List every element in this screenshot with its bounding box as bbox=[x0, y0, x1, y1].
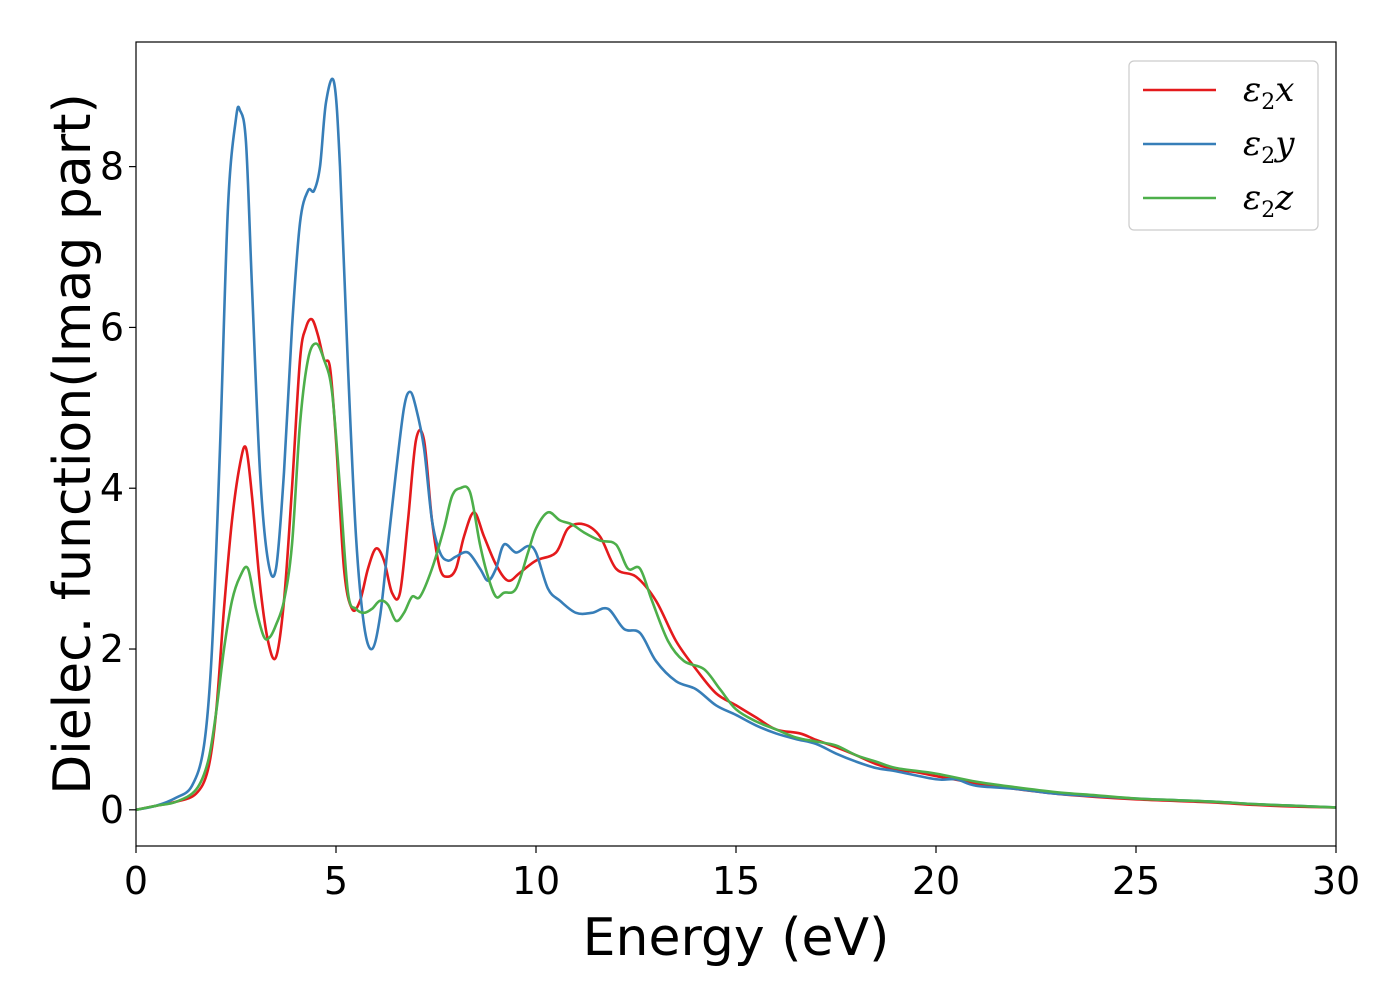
series-layer bbox=[136, 77, 1336, 812]
x-tick-label: 5 bbox=[324, 859, 348, 903]
y-axis-label: Dielec. function(Imag part) bbox=[43, 93, 103, 795]
x-tick-label: 25 bbox=[1112, 859, 1160, 903]
x-tick-label: 15 bbox=[712, 859, 760, 903]
ticks-layer: 0 5 10 15 20 25 30 0 2 4 6 8 bbox=[100, 145, 1360, 903]
x-tick-label: 20 bbox=[912, 859, 960, 903]
y-tick-label: 8 bbox=[100, 145, 124, 189]
series-line-z bbox=[136, 342, 1336, 812]
x-axis-label: Energy (eV) bbox=[583, 908, 890, 968]
y-tick-label: 0 bbox=[100, 788, 124, 832]
legend-entries: ε2x ε2y ε2z bbox=[1143, 70, 1295, 223]
legend-label-x: ε2x bbox=[1243, 70, 1294, 115]
legend-box bbox=[1128, 60, 1319, 231]
x-tick-label: 0 bbox=[124, 859, 148, 903]
y-tick-label: 6 bbox=[100, 305, 124, 349]
legend: ε2x ε2y ε2z bbox=[1128, 60, 1319, 231]
legend-label-y: ε2y bbox=[1243, 124, 1295, 169]
y-tick-label: 2 bbox=[100, 627, 124, 671]
legend-label-z: ε2z bbox=[1243, 178, 1294, 223]
y-tick-label: 4 bbox=[100, 466, 124, 510]
x-tick-label: 10 bbox=[512, 859, 560, 903]
x-tick-label: 30 bbox=[1312, 859, 1360, 903]
series-line-x bbox=[136, 317, 1336, 812]
